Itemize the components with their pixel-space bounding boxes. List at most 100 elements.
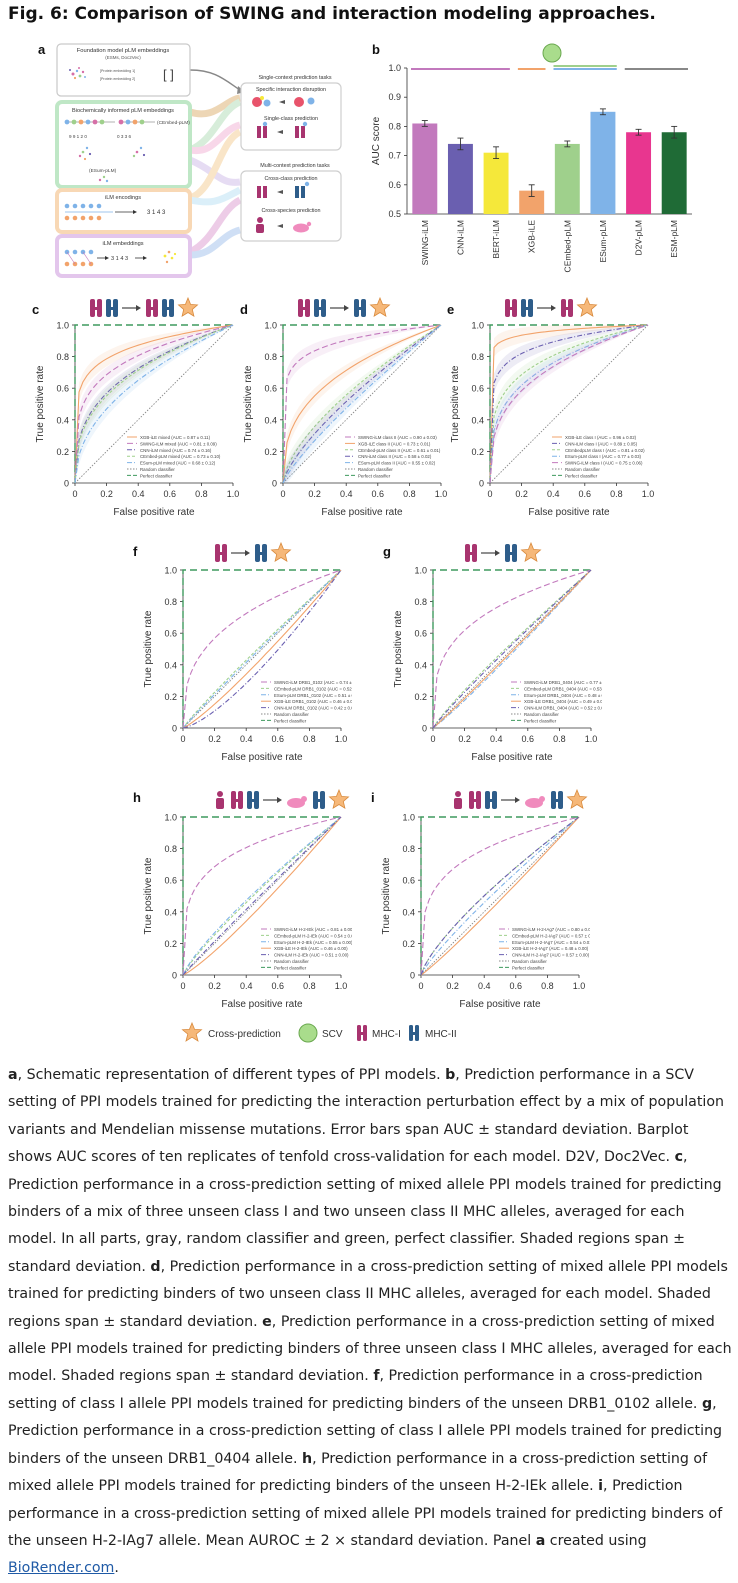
roc-band [75,325,233,483]
roc-curve-xgb-ile-class-ii [282,324,442,484]
roc-curve-swing-ilm-mixed [74,324,234,484]
biorender-link[interactable]: BioRender.com [8,1560,115,1577]
schematic-diagram: Foundation model pLM embeddings (ESMs, D… [55,43,342,278]
roc-y-tick-label: 0 [422,724,427,734]
roc-y-tick-label: 0.2 [164,692,177,702]
mhc2-icon [106,299,118,317]
roc-x-tick-label: 0.2 [208,981,221,991]
roc-y-tick-label: 0.2 [56,447,69,457]
roc-y-tick-label: 0.8 [164,844,177,854]
arrowhead-icon [551,305,556,311]
roc-x-axis-label: False positive rate [221,752,303,763]
perfect-classifier-line [432,569,591,728]
roc-legend-entry: SWING-iLM class I (AUC = 0.75 ± 0.06) [565,461,643,466]
roc-y-tick-label: 0.2 [264,447,277,457]
scv-circle-icon [298,1023,318,1043]
cross-class-label: Cross-class prediction [264,176,317,182]
roc-band [75,325,233,483]
roc-y-tick-label: 0.6 [471,384,484,394]
roc-x-tick-label: 1.0 [585,734,598,744]
arrowhead-icon [495,550,500,556]
box1-embedding-2: [Protein embedding 2] [100,77,135,81]
roc-legend-entry: Perfect classifier [565,473,598,478]
roc-curve-cnn-ilm-class-i [489,324,649,484]
ilm-embedding-graph-icon [64,249,94,267]
box4-code: 3 1 4 3 [111,256,128,262]
roc-band [490,325,648,483]
roc-y-tick-label: 0 [479,479,484,489]
roc-curve-cembed-plm-drb1-0404 [432,569,592,729]
legend-mhc2: MHC-II [425,1029,457,1040]
roc-curve-cnn-ilm-h-2-iag7 [420,816,580,976]
roc-curve-esum-plm-class-i [489,324,649,484]
roc-legend-entry: CEmbedpLM class I (AUC = 0.81 ± 0.02) [565,448,645,453]
bar-category-label: CEmbed-pLM [562,220,572,272]
mhc2-icon [247,791,259,809]
roc-y-tick-label: 0.4 [164,660,177,670]
roc-curve-esum-plm-class-ii [282,324,442,484]
roc-legend-entry: CNN-iLM mixed (AUC = 0.74 ± 0.16) [140,448,212,453]
mhc2-icon [314,299,326,317]
roc-curve-cnn-ilm-mixed [74,324,234,484]
human-to-mouse-icon [256,217,312,233]
roc-x-tick-label: 0.4 [240,981,253,991]
roc-y-tick-label: 0.6 [414,629,427,639]
roc-y-axis-label: True positive rate [381,857,392,934]
caption-b-text: , Prediction performance in a SCV settin… [8,1067,725,1166]
bar-category-label: ESum-pLM [598,220,608,263]
roc-x-tick-label: 0.6 [579,489,592,499]
roc-y-axis-label: True positive rate [450,365,461,442]
arrowhead-icon [136,305,141,311]
box2-cembed-label: (CEmbed-pLM) [157,120,190,126]
caption-e-letter: e [262,1313,272,1330]
roc-legend-entry: XGB-iLE H-2-IAg7 (AUC = 0.48 ± 0.00) [512,946,589,951]
roc-y-tick-label: 0 [272,479,277,489]
roc-legend-entry: XGB-iLE H-2-IEk (AUC = 0.46 ± 0.00) [274,946,348,951]
roc-curve-cembed-plm-mixed [74,324,234,484]
roc-curve-swing-ilm-class-i [489,324,649,484]
cross-species-label: Cross-species prediction [261,208,320,214]
roc-legend-entry: ESum-pLM DRB1_0102 (AUC = 0.51 ± 0.01) [274,693,352,698]
bar-category-label: CNN-iLM [455,220,465,255]
roc-chart-i: 00 0.2 0.2 0.4 0.4 0.6 0.6 0.8 0.8 1.0 1.0 False po… [381,788,590,1010]
random-classifier-line [432,569,592,729]
roc-legend-entry: Perfect classifier [358,473,391,478]
star-icon [576,296,598,317]
bar-chart-b: 0.5 0.6 0.7 0.8 0.9 1.0 AUC score SWING-iLM CNN-… [371,43,692,272]
panel-a-label: a [38,42,46,57]
roc-legend-entry: CEmbed-pLM DRB1_0404 (AUC = 0.53 ± 0.00) [524,686,602,691]
roc-x-tick-label: 1.0 [335,981,348,991]
panel-g-label: g [383,544,391,559]
roc-legend-entry: CEmbed-pLM mixed (AUC = 0.73 ± 0.10) [140,454,221,459]
mhc2-icon [162,299,174,317]
star-icon [369,296,391,317]
roc-band [75,325,233,483]
roc-band [490,325,648,483]
roc-y-tick-label: 0.8 [164,597,177,607]
roc-x-tick-label: 0.2 [515,489,528,499]
panel-e-label: e [447,302,455,317]
roc-x-tick-label: 0.4 [490,734,503,744]
roc-legend-entry: Random classifier [274,712,309,717]
bar-xgb-ile [519,190,545,214]
multi-context-label: Multi-context prediction tasks [260,163,330,169]
mhc1-icon [357,1025,367,1041]
roc-x-tick-label: 0.4 [132,489,145,499]
roc-x-tick-label: 0.6 [164,489,177,499]
roc-legend-entry: ESum-pLM class I (AUC = 0.77 ± 0.03) [565,454,642,459]
roc-legend-entry: ESum-pLM H-2-IEk (AUC = 0.55 ± 0.00) [274,940,352,945]
roc-curve-xgb-ile-h-2-iek [182,816,342,976]
bar-swing-ilm [412,123,438,214]
panel-d-label: d [240,302,248,317]
bar-cembed-plm [554,143,580,214]
roc-band [490,325,648,483]
roc-y-tick-label: 1.0 [164,566,177,576]
roc-legend-entry: CNN-iLM class II (AUC = 0.58 ± 0.02) [358,454,432,459]
legend-mhc1: MHC-I [372,1029,401,1040]
star-icon [520,541,542,562]
bar-d2v-plm [626,132,652,214]
mhc-single-class-icon [257,121,308,138]
roc-y-tick-label: 0.8 [414,597,427,607]
box1-title: Foundation model pLM embeddings [77,48,170,54]
roc-x-tick-label: 0.6 [522,734,535,744]
